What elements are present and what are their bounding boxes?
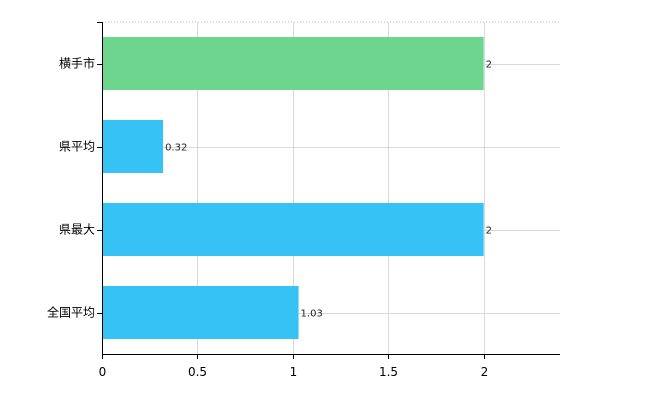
category-label: 県平均 [59,140,95,154]
data-label: 1.03 [301,309,323,320]
data-label: 2 [486,60,492,71]
bar [102,37,484,90]
axes [97,22,560,359]
bar [102,203,484,256]
category-label: 横手市 [59,56,95,71]
category-label: 全国平均 [47,305,95,320]
bar [102,286,299,339]
x-tick-label: 1 [290,365,298,379]
labels: 2 横手市 0.32 県平均 2 県最大 1.03 全国平均 0 0.5 1 1.5 2 [47,56,492,380]
category-label: 県最大 [59,223,95,237]
data-label: 2 [486,226,492,237]
bar [102,120,164,173]
x-tick-label: 1.5 [379,365,398,379]
bars [102,37,484,339]
x-tick-label: 2 [481,365,489,379]
x-tick-label: 0.5 [188,365,207,379]
x-tick-label: 0 [99,365,107,379]
data-label: 0.32 [165,143,187,154]
